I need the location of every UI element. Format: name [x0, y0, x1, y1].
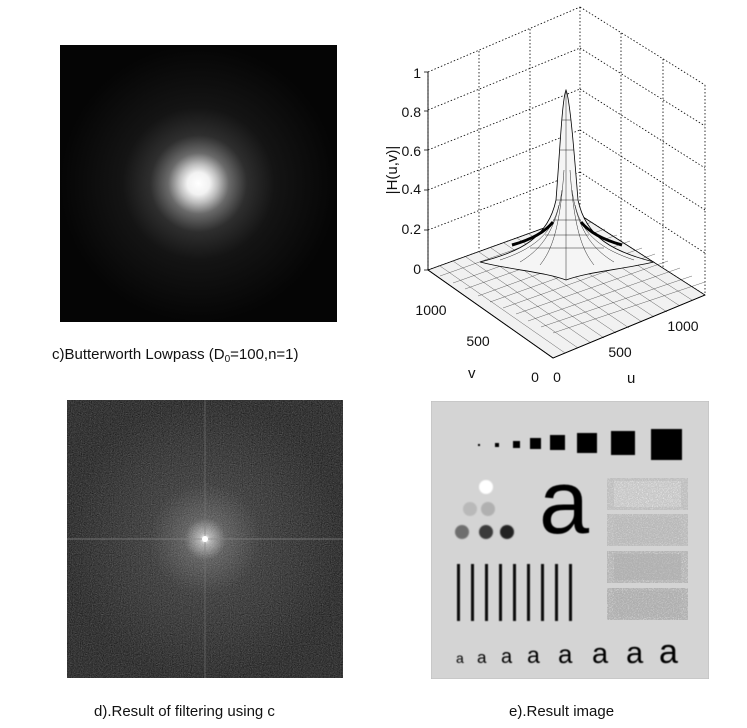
panel-e-result-image: a: [430, 400, 710, 680]
bar: [555, 564, 558, 621]
noise-rect-texture: [614, 554, 681, 580]
z-axis-label: |H(u,v)|: [384, 146, 401, 195]
squares-row: [478, 429, 682, 460]
z-ticks: [424, 71, 428, 271]
u-tick-labels: 0 500 1000: [553, 318, 699, 385]
z-tick-label: 0: [413, 261, 421, 277]
circles-group: [455, 480, 514, 539]
small-letters-row: a a a a a a a a: [456, 633, 678, 671]
panel-e-caption: e).Result image: [509, 703, 615, 720]
bar: [485, 564, 488, 621]
small-letter: a: [477, 648, 487, 667]
circle: [479, 525, 493, 539]
bar: [569, 564, 572, 621]
panel-c-caption: c)Butterworth Lowpass (D0=100,n=1): [52, 346, 299, 365]
small-letter: a: [456, 650, 464, 666]
spectrum-svg: [67, 400, 343, 678]
v-axis-label: v: [468, 365, 476, 382]
square: [550, 435, 565, 450]
front-axes: [427, 269, 706, 359]
small-letter: a: [501, 646, 513, 668]
small-letter: a: [558, 639, 573, 669]
z-tick-label: 0.4: [402, 181, 422, 197]
small-letter: a: [659, 633, 678, 671]
bar: [541, 564, 544, 621]
vertical-bars: [457, 564, 572, 621]
small-letter: a: [527, 642, 540, 668]
z-tick-labels: 0 0.2 0.4 0.6 0.8 1: [402, 65, 422, 277]
u-tick-label: 0: [553, 369, 561, 385]
panel-d-caption: d).Result of filtering using c: [94, 703, 275, 720]
filter-glow: [60, 45, 337, 322]
z-tick-label: 0.6: [402, 143, 422, 159]
v-tick-labels: 0 500 1000: [415, 302, 539, 385]
bar: [457, 564, 460, 621]
circle: [463, 502, 477, 516]
bar: [499, 564, 502, 621]
v-tick-label: 500: [466, 333, 490, 349]
butterworth-filter-svg: [60, 45, 337, 322]
small-letter: a: [592, 638, 609, 670]
small-letter: a: [626, 635, 644, 670]
noise-rect-texture: [614, 517, 681, 543]
panel-c-filter-image: [60, 45, 337, 322]
bar: [471, 564, 474, 621]
surface-plot-svg: 0 0.2 0.4 0.6 0.8 1 |H(u,v)| 0 500 1000 …: [384, 6, 706, 387]
square: [478, 444, 480, 446]
square: [513, 441, 520, 448]
noise-rectangles: [614, 481, 681, 617]
u-tick-label: 1000: [667, 318, 698, 334]
z-tick-label: 1: [413, 65, 421, 81]
big-letter: a: [539, 453, 590, 553]
u-tick-label: 500: [608, 344, 632, 360]
u-axis-label: u: [627, 370, 635, 387]
square: [577, 433, 597, 453]
surface-peak: [479, 88, 655, 281]
circle: [479, 480, 493, 494]
spectrum-center: [202, 536, 208, 542]
surface-plot: 0 0.2 0.4 0.6 0.8 1 |H(u,v)| 0 500 1000 …: [360, 0, 747, 392]
square: [651, 429, 682, 460]
circle: [455, 525, 469, 539]
circle: [481, 502, 495, 516]
z-tick-label: 0.8: [402, 104, 422, 120]
noise-rect-texture: [614, 481, 681, 507]
bar: [513, 564, 516, 621]
panel-d-spectrum-image: [67, 400, 343, 678]
square: [530, 438, 541, 449]
bar: [527, 564, 530, 621]
v-tick-label: 0: [531, 369, 539, 385]
circle: [500, 525, 514, 539]
z-tick-label: 0.2: [402, 221, 422, 237]
square: [495, 443, 499, 447]
v-tick-label: 1000: [415, 302, 446, 318]
result-image-svg: a: [430, 400, 710, 680]
noise-rect-texture: [614, 591, 681, 617]
square: [611, 431, 635, 455]
